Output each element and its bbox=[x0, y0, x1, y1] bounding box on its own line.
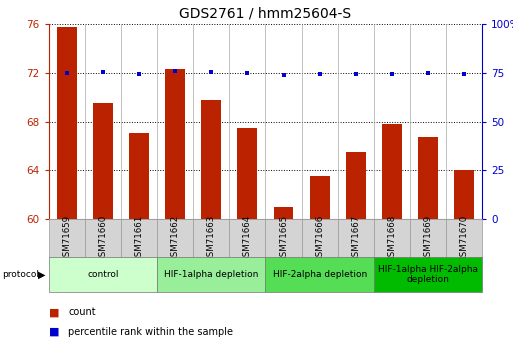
Bar bbox=[202, 100, 221, 219]
Text: GSM71660: GSM71660 bbox=[98, 215, 107, 262]
Point bbox=[135, 71, 143, 77]
Text: GSM71669: GSM71669 bbox=[424, 215, 432, 262]
Text: protocol: protocol bbox=[3, 270, 40, 279]
Bar bbox=[446, 219, 482, 257]
Text: GSM71665: GSM71665 bbox=[279, 215, 288, 262]
Bar bbox=[418, 137, 438, 219]
Bar bbox=[265, 219, 302, 257]
Text: HIF-1alpha HIF-2alpha
depletion: HIF-1alpha HIF-2alpha depletion bbox=[378, 265, 478, 284]
Bar bbox=[346, 152, 366, 219]
Bar bbox=[121, 219, 157, 257]
Bar bbox=[382, 124, 402, 219]
Point bbox=[171, 68, 179, 74]
Bar bbox=[157, 257, 265, 292]
Bar bbox=[49, 219, 85, 257]
Text: count: count bbox=[68, 307, 96, 317]
Bar bbox=[157, 219, 193, 257]
Bar bbox=[93, 104, 113, 219]
Point bbox=[424, 70, 432, 76]
Bar bbox=[310, 176, 329, 219]
Text: GSM71662: GSM71662 bbox=[171, 215, 180, 262]
Bar bbox=[85, 219, 121, 257]
Text: GSM71661: GSM71661 bbox=[134, 215, 144, 262]
Text: control: control bbox=[87, 270, 119, 279]
Point bbox=[243, 70, 251, 76]
Text: ■: ■ bbox=[49, 327, 59, 337]
Text: GSM71664: GSM71664 bbox=[243, 215, 252, 262]
Point bbox=[63, 70, 71, 76]
Bar bbox=[338, 219, 374, 257]
Bar bbox=[302, 219, 338, 257]
Bar bbox=[374, 257, 482, 292]
Text: GSM71668: GSM71668 bbox=[387, 215, 397, 262]
Text: GSM71670: GSM71670 bbox=[460, 215, 469, 262]
Point bbox=[207, 70, 215, 75]
Bar bbox=[57, 27, 77, 219]
Bar bbox=[410, 219, 446, 257]
Point bbox=[315, 72, 324, 77]
Bar bbox=[454, 170, 474, 219]
Bar bbox=[129, 132, 149, 219]
Text: GSM71667: GSM71667 bbox=[351, 215, 360, 262]
Text: HIF-2alpha depletion: HIF-2alpha depletion bbox=[272, 270, 367, 279]
Point bbox=[388, 71, 396, 77]
Bar bbox=[238, 128, 258, 219]
Text: ▶: ▶ bbox=[37, 269, 45, 279]
Text: ■: ■ bbox=[49, 307, 59, 317]
Bar bbox=[165, 69, 185, 219]
Text: HIF-1alpha depletion: HIF-1alpha depletion bbox=[164, 270, 259, 279]
Text: percentile rank within the sample: percentile rank within the sample bbox=[68, 327, 233, 337]
Text: GSM71659: GSM71659 bbox=[62, 215, 71, 262]
Bar bbox=[193, 219, 229, 257]
Bar bbox=[49, 257, 157, 292]
Point bbox=[280, 72, 288, 78]
Title: GDS2761 / hmm25604-S: GDS2761 / hmm25604-S bbox=[180, 6, 351, 20]
Point bbox=[352, 71, 360, 77]
Bar bbox=[229, 219, 265, 257]
Text: GSM71663: GSM71663 bbox=[207, 215, 216, 262]
Bar bbox=[265, 257, 374, 292]
Bar bbox=[374, 219, 410, 257]
Text: GSM71666: GSM71666 bbox=[315, 215, 324, 262]
Point bbox=[99, 69, 107, 75]
Bar bbox=[273, 207, 293, 219]
Point bbox=[460, 71, 468, 77]
